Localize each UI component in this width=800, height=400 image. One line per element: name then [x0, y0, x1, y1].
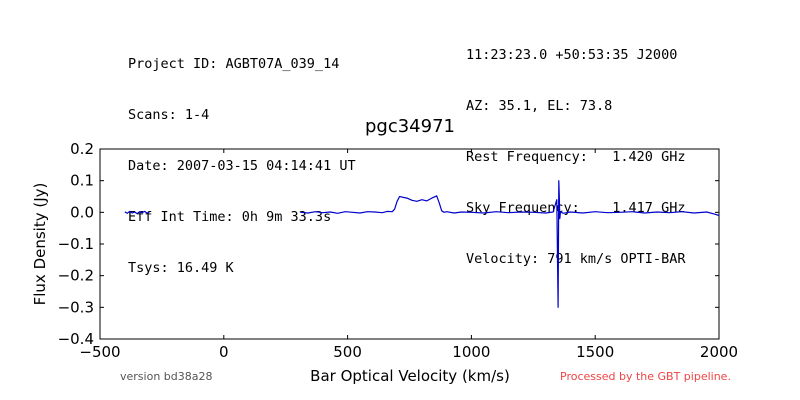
chart-title: pgc34971	[364, 116, 455, 137]
x-tick-label: 0	[219, 343, 229, 361]
y-tick-label: −0.3	[58, 298, 94, 316]
pipeline-note: Processed by the GBT pipeline.	[560, 370, 731, 383]
header-rest-frequency: Rest Frequency: 1.420 GHz	[466, 149, 686, 165]
x-tick-label: 1500	[576, 343, 614, 361]
y-tick-label: −0.1	[58, 235, 94, 253]
header-az-el: AZ: 35.1, EL: 73.8	[466, 98, 613, 114]
spectrum-line	[124, 210, 150, 215]
header-velocity: Velocity: 791 km/s OPTI-BAR	[466, 251, 686, 267]
x-tick-label: 500	[333, 343, 362, 361]
header-tsys: Tsys: 16.49 K	[128, 260, 234, 276]
y-tick-label: 0.1	[70, 172, 94, 190]
x-axis-label: Bar Optical Velocity (km/s)	[310, 367, 510, 385]
y-tick-label: −0.2	[58, 267, 94, 285]
spectrum-line	[300, 180, 720, 308]
version-label: version bd38a28	[120, 370, 213, 383]
header-date: Date: 2007-03-15 04:14:41 UT	[128, 158, 356, 174]
header-left: Project ID: AGBT07A_039_14 Scans: 1-4 Da…	[128, 22, 356, 294]
y-tick-label: 0.0	[70, 203, 94, 221]
x-tick-label: 1000	[452, 343, 490, 361]
y-tick-label: −0.4	[58, 330, 94, 348]
plot-frame	[99, 148, 720, 340]
header-right: 11:23:23.0 +50:53:35 J2000 AZ: 35.1, EL:…	[466, 13, 685, 285]
header-project-id: Project ID: AGBT07A_039_14	[128, 56, 340, 72]
y-tick-label: 0.2	[70, 140, 94, 158]
header-coordinates: 11:23:23.0 +50:53:35 J2000	[466, 47, 678, 63]
x-tick-label: −500	[79, 343, 120, 361]
header-scans: Scans: 1-4	[128, 107, 210, 123]
x-tick-label: 2000	[700, 343, 738, 361]
